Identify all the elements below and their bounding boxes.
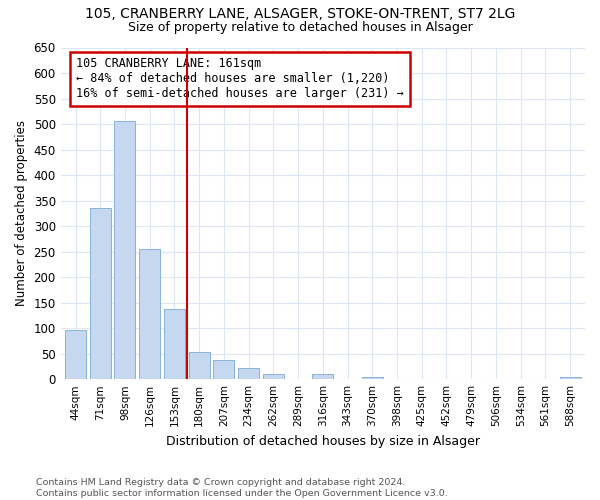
Bar <box>139 249 160 379</box>
Text: Contains HM Land Registry data © Crown copyright and database right 2024.
Contai: Contains HM Land Registry data © Crown c… <box>36 478 448 498</box>
Bar <box>188 352 209 379</box>
Bar <box>90 208 111 379</box>
Bar <box>238 368 259 379</box>
Bar <box>214 360 235 379</box>
Bar <box>362 376 383 379</box>
Text: 105 CRANBERRY LANE: 161sqm
← 84% of detached houses are smaller (1,220)
16% of s: 105 CRANBERRY LANE: 161sqm ← 84% of deta… <box>76 58 404 100</box>
Bar <box>115 122 136 379</box>
Text: Size of property relative to detached houses in Alsager: Size of property relative to detached ho… <box>128 22 472 35</box>
Bar <box>164 309 185 379</box>
Bar <box>313 374 334 379</box>
Text: 105, CRANBERRY LANE, ALSAGER, STOKE-ON-TRENT, ST7 2LG: 105, CRANBERRY LANE, ALSAGER, STOKE-ON-T… <box>85 8 515 22</box>
Bar <box>560 376 581 379</box>
Bar <box>65 330 86 379</box>
Y-axis label: Number of detached properties: Number of detached properties <box>15 120 28 306</box>
X-axis label: Distribution of detached houses by size in Alsager: Distribution of detached houses by size … <box>166 434 480 448</box>
Bar <box>263 374 284 379</box>
